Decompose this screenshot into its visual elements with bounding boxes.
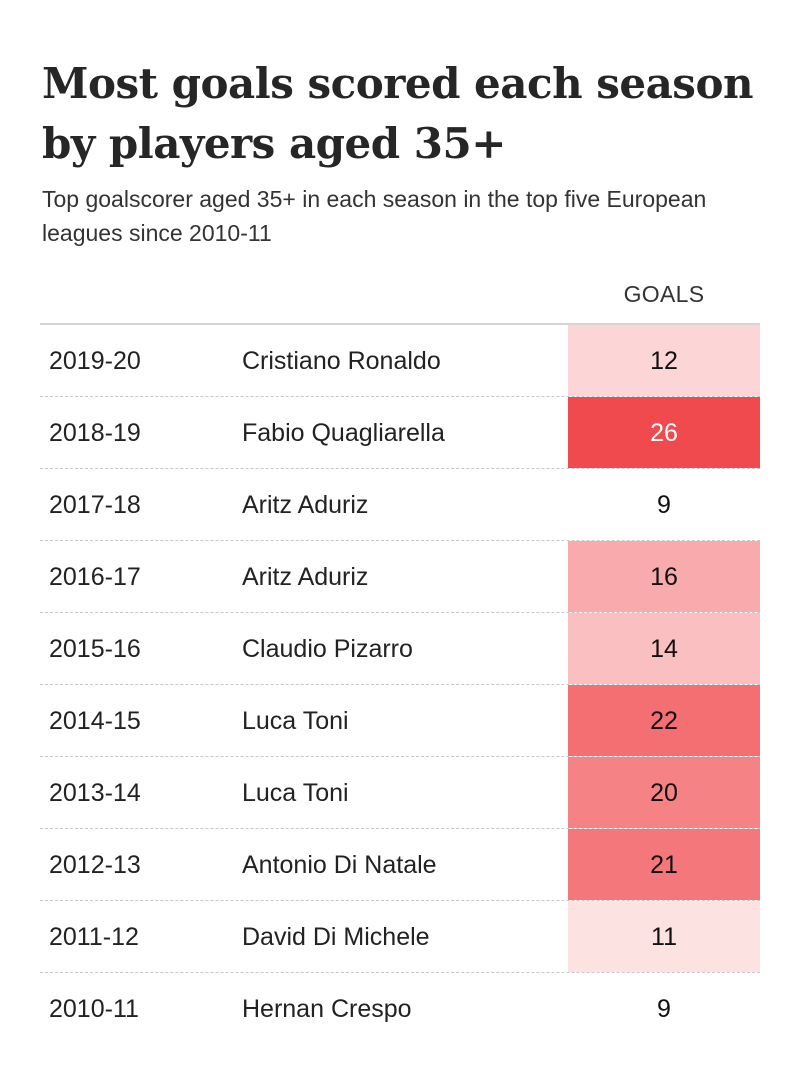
player-cell: Cristiano Ronaldo <box>242 347 441 375</box>
chart-subtitle: Top goalscorer aged 35+ in each season i… <box>42 186 707 246</box>
season-cell: 2012-13 <box>49 851 141 879</box>
table-row: 2019-20 Cristiano Ronaldo 12 <box>40 325 760 397</box>
player-cell: Aritz Aduriz <box>242 491 369 519</box>
goals-cell: 26 <box>568 397 760 468</box>
player-cell: Claudio Pizarro <box>242 635 413 663</box>
table-row: 2016-17 Aritz Aduriz 16 <box>40 541 760 613</box>
player-cell: Fabio Quagliarella <box>242 419 445 447</box>
season-cell: 2015-16 <box>49 635 141 663</box>
season-cell: 2011-12 <box>49 923 139 951</box>
goals-cell: 11 <box>568 901 760 972</box>
player-cell: Antonio Di Natale <box>242 851 437 879</box>
chart-title: Most goals scored each season by players… <box>42 59 754 168</box>
season-cell: 2018-19 <box>49 419 141 447</box>
table-row: 2010-11 Hernan Crespo 9 <box>40 973 760 1045</box>
player-cell: David Di Michele <box>242 923 430 951</box>
goals-cell: 14 <box>568 613 760 684</box>
goals-table: 2019-20 Cristiano Ronaldo 12 2018-19 Fabio Q… <box>40 325 760 1045</box>
player-cell: Aritz Aduriz <box>242 563 369 591</box>
goals-cell: 16 <box>568 541 760 612</box>
goals-cell: 21 <box>568 829 760 900</box>
season-cell: 2017-18 <box>49 491 141 519</box>
goals-column-header: GOALS <box>623 281 705 307</box>
season-cell: 2014-15 <box>49 707 141 735</box>
goals-cell: 22 <box>568 685 760 756</box>
goals-cell: 20 <box>568 757 760 828</box>
goals-cell: 12 <box>568 325 760 396</box>
table-row: 2018-19 Fabio Quagliarella 26 <box>40 397 760 469</box>
season-cell: 2019-20 <box>49 347 141 375</box>
table-row: 2015-16 Claudio Pizarro 14 <box>40 613 760 685</box>
player-cell: Luca Toni <box>242 779 349 807</box>
goals-cell: 9 <box>568 469 760 540</box>
season-cell: 2013-14 <box>49 779 141 807</box>
season-cell: 2016-17 <box>49 563 141 591</box>
table-row: 2011-12 David Di Michele 11 <box>40 901 760 973</box>
table-row: 2014-15 Luca Toni 22 <box>40 685 760 757</box>
table-row: 2013-14 Luca Toni 20 <box>40 757 760 829</box>
player-cell: Luca Toni <box>242 707 349 735</box>
header-divider <box>40 323 760 325</box>
table-row: 2012-13 Antonio Di Natale 21 <box>40 829 760 901</box>
season-cell: 2010-11 <box>49 995 139 1023</box>
goals-cell: 9 <box>568 973 760 1044</box>
player-cell: Hernan Crespo <box>242 995 412 1023</box>
table-row: 2017-18 Aritz Aduriz 9 <box>40 469 760 541</box>
